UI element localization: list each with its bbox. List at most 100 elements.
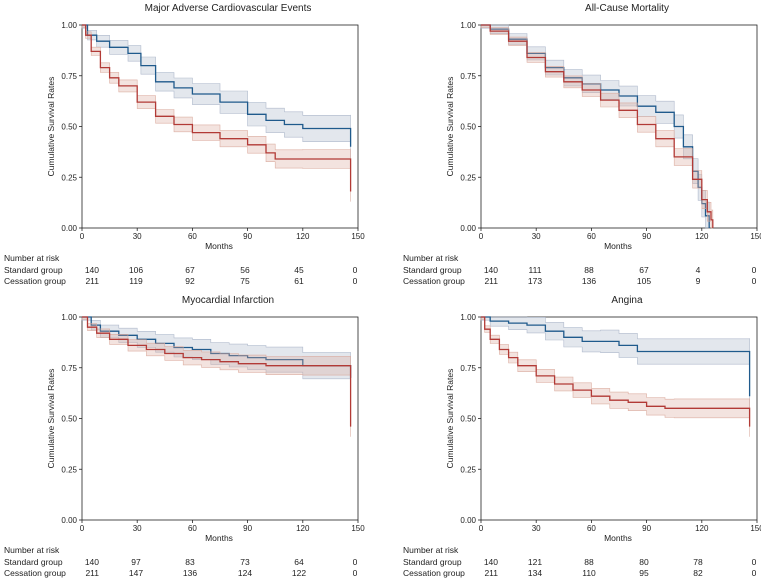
survival-line-cessation — [481, 24, 714, 228]
risk-count: 92 — [185, 276, 195, 286]
survival-line-standard — [481, 24, 710, 228]
chart-title: Myocardial Infarction — [182, 295, 274, 306]
risk-count: 67 — [639, 265, 649, 275]
risk-row-label: Cessation group — [403, 276, 465, 286]
risk-count: 110 — [582, 568, 596, 578]
y-tick-label: 1.00 — [61, 21, 77, 30]
risk-count: 0 — [353, 265, 358, 275]
survival-line-standard — [481, 316, 751, 397]
y-tick-label: 0.75 — [61, 72, 77, 81]
risk-count: 83 — [185, 557, 195, 567]
y-tick-label: 0.50 — [460, 123, 476, 132]
survival-line-cessation — [82, 24, 352, 192]
x-tick-label: 0 — [80, 524, 85, 533]
x-tick-label: 150 — [351, 232, 365, 241]
risk-count: 106 — [129, 265, 143, 275]
x-tick-label: 60 — [188, 232, 197, 241]
y-tick-label: 0.25 — [460, 465, 476, 474]
y-tick-label: 0.50 — [61, 123, 77, 132]
y-axis-label: Cumulative Survival Rates — [445, 369, 455, 469]
y-tick-label: 0.00 — [61, 516, 77, 525]
risk-count: 211 — [85, 568, 99, 578]
risk-count: 45 — [294, 265, 304, 275]
chart-title: Major Adverse Cardiovascular Events — [145, 3, 312, 14]
y-axis-label: Cumulative Survival Rates — [46, 369, 56, 469]
risk-count: 88 — [584, 557, 594, 567]
y-tick-label: 1.00 — [460, 313, 476, 322]
ci-band-cessation — [81, 316, 351, 437]
risk-count: 0 — [353, 557, 358, 567]
x-tick-label: 60 — [587, 232, 596, 241]
chart-all-cause-mortality: All-Cause Mortality 0.00 0.25 0.50 0.75 1.00 0… — [403, 3, 761, 286]
panel-all-cause-mortality: All-Cause Mortality 0.00 0.25 0.50 0.75 1.00 0… — [399, 0, 761, 292]
plot-frame — [480, 24, 758, 229]
y-tick-label: 0.00 — [460, 516, 476, 525]
risk-count: 140 — [85, 557, 99, 567]
y-tick-label: 0.25 — [460, 173, 476, 182]
panel-angina: Angina 0.00 0.25 0.50 0.75 1.00 0 30 60 90 120 150 M… — [399, 292, 761, 584]
risk-count: 0 — [353, 276, 358, 286]
x-tick-label: 0 — [479, 232, 484, 241]
risk-count: 95 — [639, 568, 649, 578]
chart-angina: Angina 0.00 0.25 0.50 0.75 1.00 0 30 60 90 120 150 M… — [403, 295, 761, 578]
risk-count: 97 — [131, 557, 141, 567]
risk-table-header: Number at risk — [4, 545, 60, 555]
survival-line-cessation — [481, 316, 751, 427]
x-tick-label: 120 — [296, 232, 310, 241]
y-tick-label: 0.25 — [61, 465, 77, 474]
y-tick-label: 0.75 — [460, 72, 476, 81]
x-axis-label: Months — [205, 241, 233, 251]
chart-mace: Major Adverse Cardiovascular Events0.000… — [4, 3, 365, 286]
risk-count: 73 — [240, 557, 250, 567]
y-tick-label: 0.00 — [61, 224, 77, 233]
panel-mace: Major Adverse Cardiovascular Events 0.00 0… — [0, 0, 380, 292]
survival-line-cessation — [82, 316, 352, 427]
risk-row-label: Cessation group — [4, 276, 66, 286]
y-tick-label: 0.25 — [61, 173, 77, 182]
x-tick-label: 90 — [243, 232, 252, 241]
risk-count: 75 — [240, 276, 250, 286]
risk-count: 64 — [294, 557, 304, 567]
ci-band-standard — [81, 316, 351, 392]
y-tick-label: 1.00 — [460, 21, 476, 30]
x-tick-label: 120 — [695, 232, 709, 241]
y-tick-label: 0.50 — [460, 415, 476, 424]
x-tick-label: 0 — [80, 232, 85, 241]
risk-count: 9 — [696, 276, 701, 286]
risk-table-header: Number at risk — [4, 253, 60, 263]
x-axis-label: Months — [205, 533, 233, 543]
risk-count: 80 — [639, 557, 649, 567]
risk-count: 61 — [294, 276, 304, 286]
risk-count: 136 — [183, 568, 197, 578]
risk-count: 211 — [484, 276, 498, 286]
chart-title: Angina — [611, 295, 643, 306]
risk-table-header: Number at risk — [403, 545, 459, 555]
y-tick-label: 1.00 — [61, 313, 77, 322]
risk-count: 119 — [129, 276, 143, 286]
risk-count: 173 — [528, 276, 542, 286]
risk-count: 211 — [484, 568, 498, 578]
risk-count: 211 — [85, 276, 99, 286]
risk-count: 147 — [129, 568, 143, 578]
x-tick-label: 30 — [133, 232, 142, 241]
panel-myocardial-infarction: Myocardial Infarction 0.00 0.25 0.50 0.75 1.0… — [0, 292, 380, 584]
risk-count: 0 — [752, 276, 757, 286]
ci-band-cessation — [480, 316, 750, 437]
risk-count: 105 — [637, 276, 651, 286]
risk-count: 88 — [584, 265, 594, 275]
risk-count: 0 — [752, 568, 757, 578]
risk-count: 140 — [85, 265, 99, 275]
x-tick-label: 0 — [479, 524, 484, 533]
ci-band-cessation — [81, 24, 351, 202]
x-tick-label: 60 — [587, 524, 596, 533]
x-tick-label: 90 — [642, 524, 651, 533]
x-tick-label: 90 — [642, 232, 651, 241]
x-tick-label: 150 — [351, 524, 365, 533]
y-tick-label: 0.75 — [61, 364, 77, 373]
risk-count: 0 — [353, 568, 358, 578]
y-axis-label: Cumulative Survival Rates — [445, 77, 455, 177]
x-tick-label: 30 — [532, 524, 541, 533]
risk-count: 111 — [529, 265, 542, 275]
x-axis-label: Months — [604, 241, 632, 251]
risk-row-label: Standard group — [403, 557, 462, 567]
